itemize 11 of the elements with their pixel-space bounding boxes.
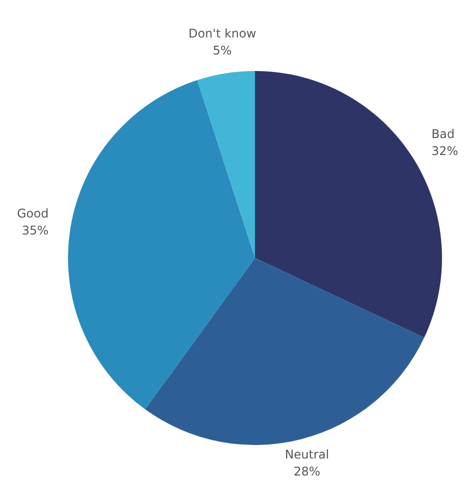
data-label: 5%	[212, 44, 232, 58]
slice-label: Neutral	[284, 447, 330, 462]
slice-label: Bad	[431, 127, 455, 142]
slice-label: Don't know	[188, 26, 256, 41]
pie-slice	[197, 71, 255, 258]
data-label: 28%	[294, 464, 320, 478]
data-label: 35%	[22, 223, 49, 238]
slice-label: Good	[16, 206, 49, 220]
pie-slice	[68, 80, 255, 410]
data-label: 32%	[431, 144, 458, 158]
pie-slice	[145, 258, 424, 445]
